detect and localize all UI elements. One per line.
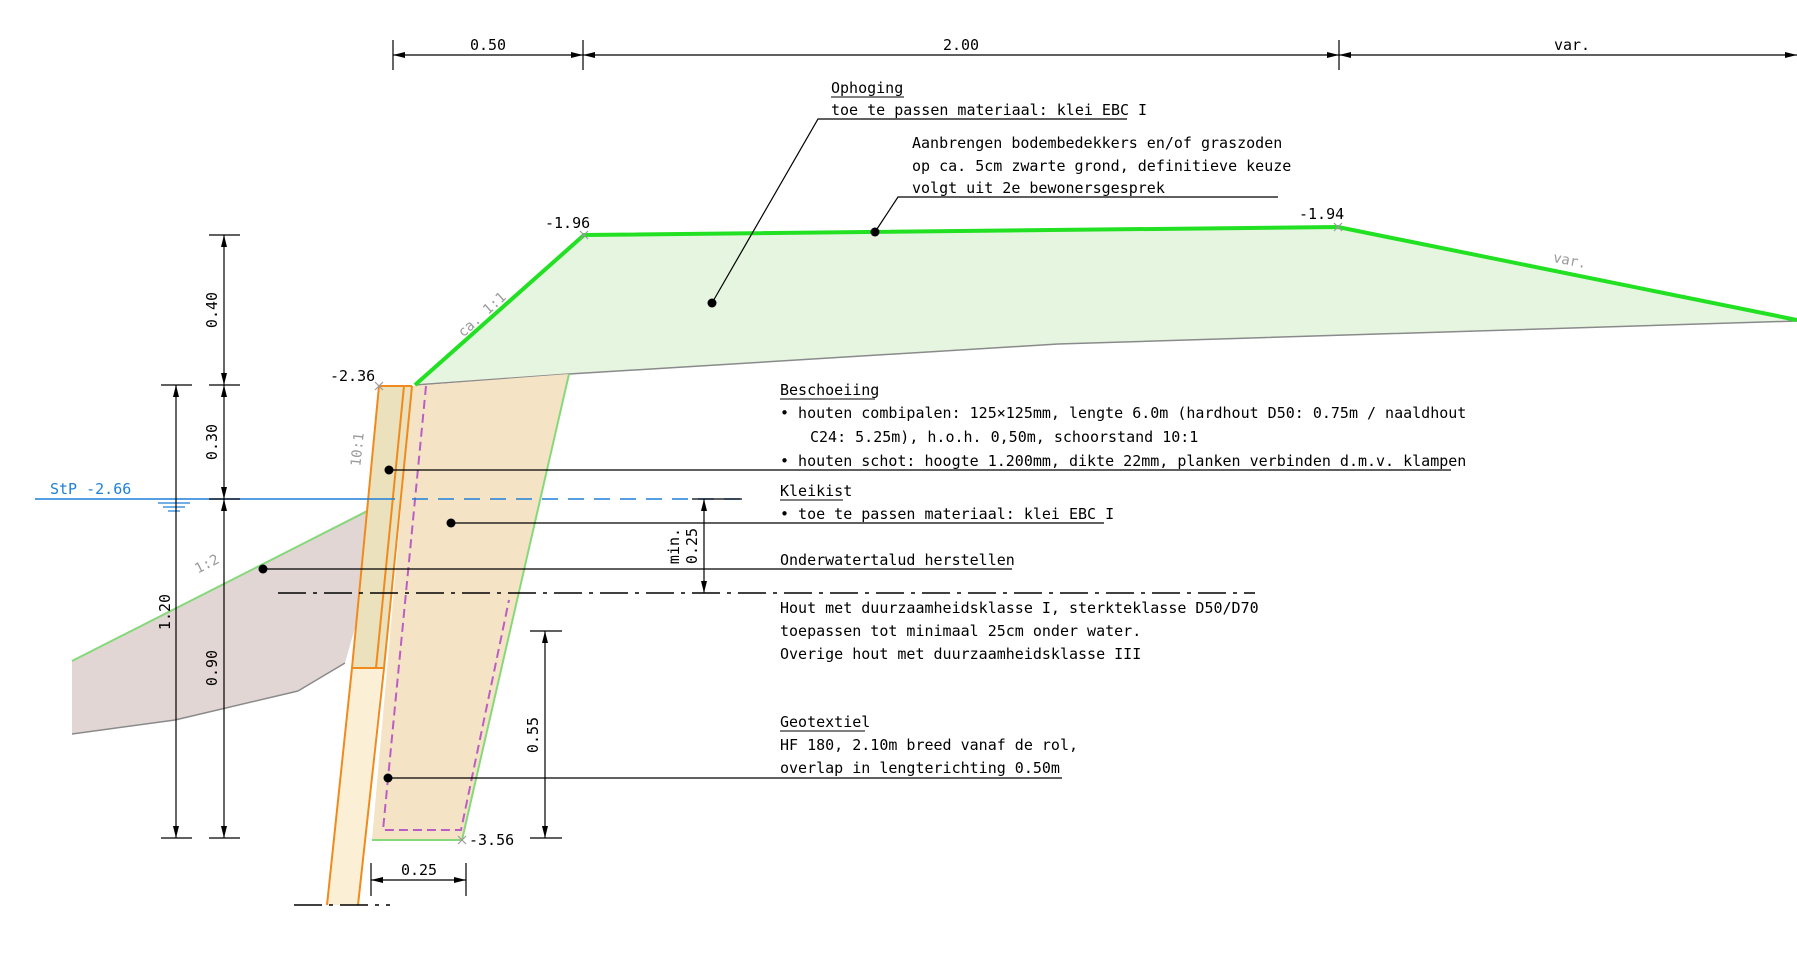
geotextiel-line1: HF 180, 2.10m breed vanaf de rol, <box>780 736 1078 754</box>
dim-bottom-025: 0.25 <box>401 861 437 879</box>
dim-left-090: 0.90 <box>203 650 221 686</box>
beschoeiing-line2: C24: 5.25m), h.o.h. 0,50m, schoorstand 1… <box>810 428 1198 446</box>
dim-min-label: min. <box>665 528 683 564</box>
geotextiel-title: Geotextiel <box>780 713 870 731</box>
hout-line3: Overige hout met duurzaamheidsklasse III <box>780 645 1141 663</box>
dim-top-1: 0.50 <box>470 36 506 54</box>
kleikist-title: Kleikist <box>780 482 852 500</box>
beschoeiing-line3: • houten schot: hoogte 1.200mm, dikte 22… <box>780 452 1466 470</box>
dim-right-055: 0.55 <box>524 717 542 753</box>
level-194: -1.94 <box>1299 205 1344 223</box>
water-symbol <box>158 503 190 511</box>
water-level-label: StP -2.66 <box>50 480 131 498</box>
ophoging-line1: toe te passen materiaal: klei EBC I <box>831 101 1147 119</box>
bodem-line2: op ca. 5cm zwarte grond, definitieve keu… <box>912 157 1291 175</box>
dim-min-value: 0.25 <box>683 528 701 564</box>
geotextiel-line2: overlap in lengterichting 0.50m <box>780 759 1060 777</box>
dim-top-2: 2.00 <box>943 36 979 54</box>
hout-line2: toepassen tot minimaal 25cm onder water. <box>780 622 1141 640</box>
ophoging-fill <box>415 227 1797 385</box>
beschoeiing-title: Beschoeiing <box>780 381 879 399</box>
ophoging-title: Ophoging <box>831 79 903 97</box>
beschoeiing-line1: • houten combipalen: 125×125mm, lengte 6… <box>780 404 1466 422</box>
dim-left-120: 1.20 <box>156 594 174 630</box>
onderwater-title: Onderwatertalud herstellen <box>780 551 1015 569</box>
kleikist-line1: • toe te passen materiaal: klei EBC I <box>780 505 1114 523</box>
bodem-line1: Aanbrengen bodembedekkers en/of graszode… <box>912 134 1282 152</box>
dim-top-3: var. <box>1554 36 1590 54</box>
bodem-fill <box>72 497 392 734</box>
dim-left-040: 0.40 <box>203 292 221 328</box>
paal-fill <box>327 668 382 905</box>
bodem-line3: volgt uit 2e bewonersgesprek <box>912 179 1165 197</box>
slope-var: var. <box>1552 250 1588 272</box>
slope-1-2: 1:2 <box>192 552 222 578</box>
level-356: -3.56 <box>469 831 514 849</box>
level-196: -1.96 <box>545 214 590 232</box>
dim-left-030: 0.30 <box>203 424 221 460</box>
slope-10-1: 10:1 <box>348 432 367 467</box>
hout-line1: Hout met duurzaamheidsklasse I, sterktek… <box>780 599 1259 617</box>
level-236: -2.36 <box>330 367 375 385</box>
